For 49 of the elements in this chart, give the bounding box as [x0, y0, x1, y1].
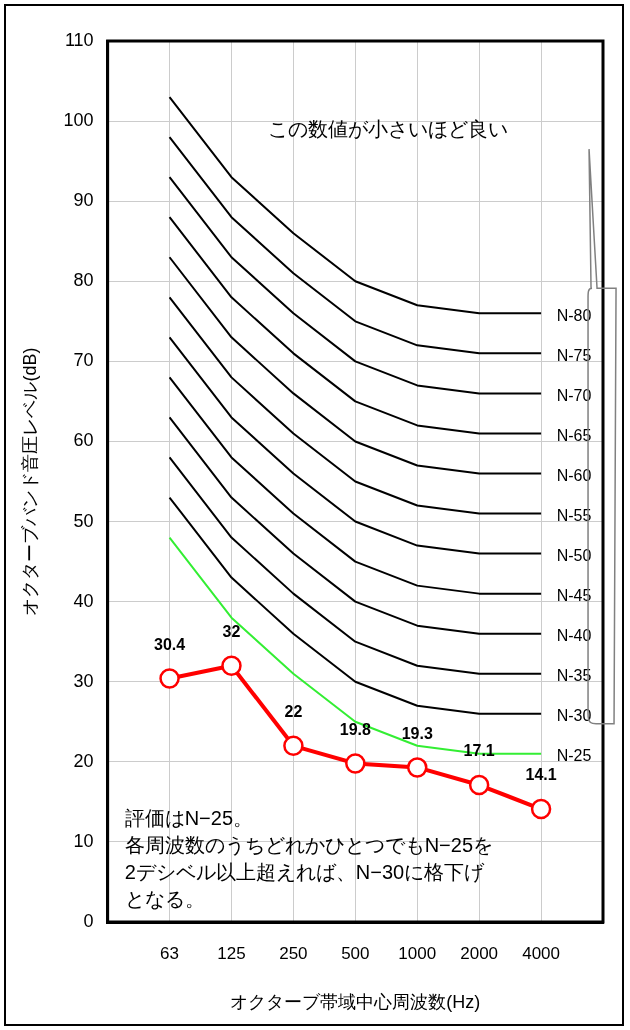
y-tick-label: 50: [73, 510, 94, 531]
y-tick-label: 40: [73, 590, 94, 611]
point: [345, 753, 366, 774]
point: [221, 655, 242, 676]
point: [530, 798, 552, 820]
data-label: 19.8: [339, 720, 371, 738]
series-label: N-50: [556, 546, 592, 564]
y-tick-label: 20: [73, 750, 94, 771]
x-tick-label: 4000: [522, 943, 560, 963]
point: [159, 668, 180, 689]
x-tick-label: 1000: [398, 943, 437, 963]
x-tick-label: 63: [160, 943, 180, 963]
x-tick-label: 250: [279, 943, 308, 963]
data-label: 30.4: [153, 635, 186, 653]
x-tick-label: 500: [341, 943, 370, 963]
data-label: 14.1: [525, 766, 557, 784]
annotation: この数値が小さいほど良い: [267, 118, 508, 140]
annotation: 評価はN−25。: [124, 807, 254, 829]
series-label: N-60: [556, 466, 592, 484]
y-tick-label: 110: [64, 29, 94, 50]
y-axis-title: オクターブバンド音圧レベル(dB): [19, 347, 40, 616]
annotation: 各周波数のうちどれかひとつでもN−25を2デシベル以上超えれば、N−30に格下げとなる。: [124, 834, 494, 910]
y-tick-label: 70: [73, 350, 94, 371]
series-label: N-75: [556, 346, 592, 364]
data-label: 19.3: [401, 724, 433, 742]
y-tick-label: 10: [73, 830, 94, 851]
y-tick-label: 90: [73, 190, 94, 211]
x-axis-title: オクターブ帯域中心周波数(Hz): [230, 992, 481, 1013]
series-label: N-70: [556, 386, 592, 404]
point: [283, 735, 304, 757]
data-label: 32: [222, 623, 241, 641]
series-label: N-45: [556, 587, 592, 605]
data-label: 22: [284, 703, 303, 721]
y-tick-label: 100: [63, 110, 94, 131]
x-tick-label: 125: [217, 943, 246, 963]
series-label: N-25: [556, 747, 592, 765]
series-label: N-30: [556, 707, 592, 725]
point: [406, 757, 428, 778]
point: [468, 774, 490, 796]
y-tick-label: 80: [73, 270, 94, 291]
y-tick-label: 60: [73, 430, 94, 451]
series-label: N-55: [556, 506, 592, 524]
y-tick-label: 0: [83, 910, 94, 931]
series-label: N-65: [556, 426, 592, 444]
x-tick-label: 2000: [460, 943, 499, 963]
series-label: N-80: [556, 306, 592, 324]
series-label: N-35: [556, 667, 592, 685]
series-label: N-40: [556, 627, 592, 645]
y-tick-label: 30: [73, 670, 94, 691]
